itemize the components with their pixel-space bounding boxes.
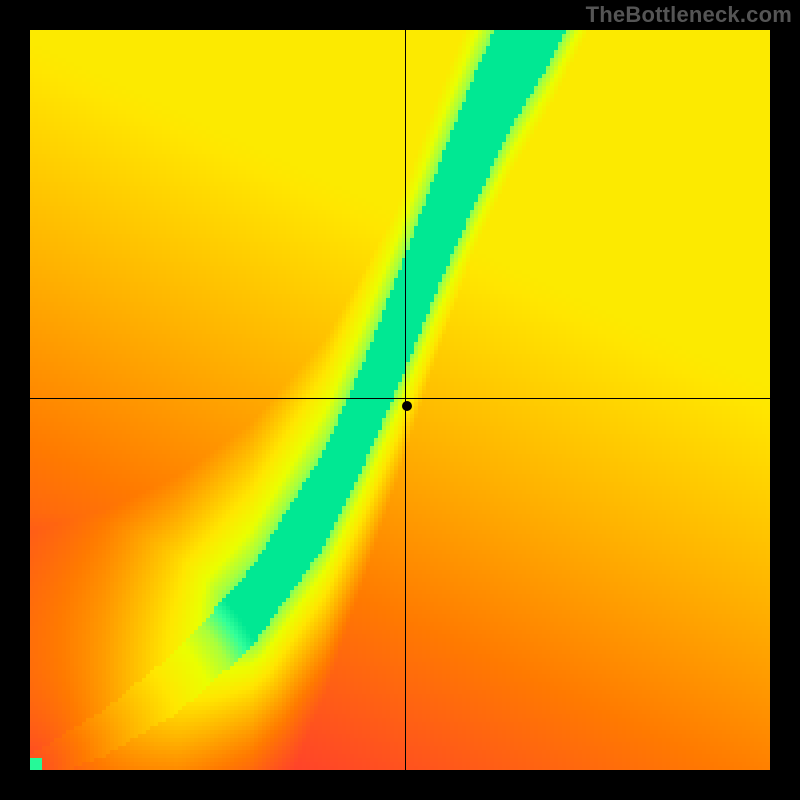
crosshair-horizontal: [30, 398, 770, 399]
watermark-text: TheBottleneck.com: [586, 2, 792, 28]
chart-container: TheBottleneck.com: [0, 0, 800, 800]
heatmap-plot: [30, 30, 770, 770]
heatmap-canvas: [30, 30, 770, 770]
